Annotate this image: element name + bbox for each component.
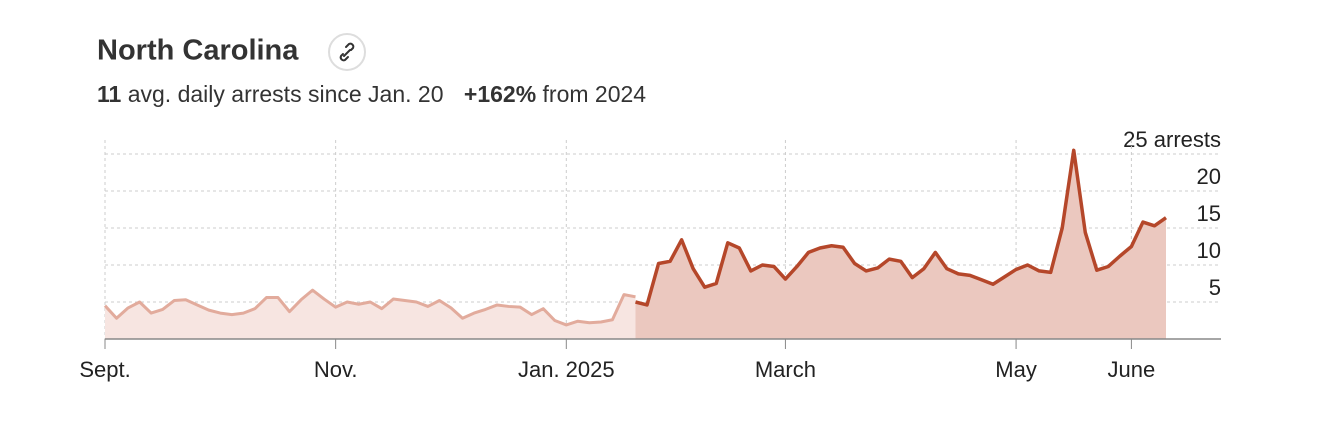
- y-tick-label: 25 arrests: [1123, 127, 1221, 152]
- stat-text: avg. daily arrests since Jan. 20: [128, 81, 444, 107]
- x-tick-label: May: [995, 357, 1037, 382]
- y-tick-label: 5: [1209, 275, 1221, 300]
- link-icon[interactable]: [339, 42, 355, 62]
- x-tick-label: Jan. 2025: [518, 357, 615, 382]
- area-fill: [105, 290, 636, 339]
- x-tick-label: June: [1108, 357, 1156, 382]
- y-tick-label: 15: [1197, 201, 1221, 226]
- line: [103, 288, 636, 327]
- link-button[interactable]: [328, 33, 366, 71]
- x-tick-label: Sept.: [79, 357, 130, 382]
- x-tick-label: March: [755, 357, 816, 382]
- area-fill: [635, 150, 1166, 339]
- y-tick-label: 20: [1197, 164, 1221, 189]
- stat-value: +162%: [464, 81, 536, 107]
- line: [635, 148, 1168, 307]
- stat-text: from 2024: [543, 81, 647, 107]
- stat-value: 11: [97, 81, 122, 107]
- subtitle: 11 avg. daily arrests since Jan. 20 +162…: [97, 81, 646, 107]
- chart-title: North Carolina: [97, 35, 299, 67]
- x-tick-label: Nov.: [314, 357, 358, 382]
- y-tick-label: 10: [1197, 238, 1221, 263]
